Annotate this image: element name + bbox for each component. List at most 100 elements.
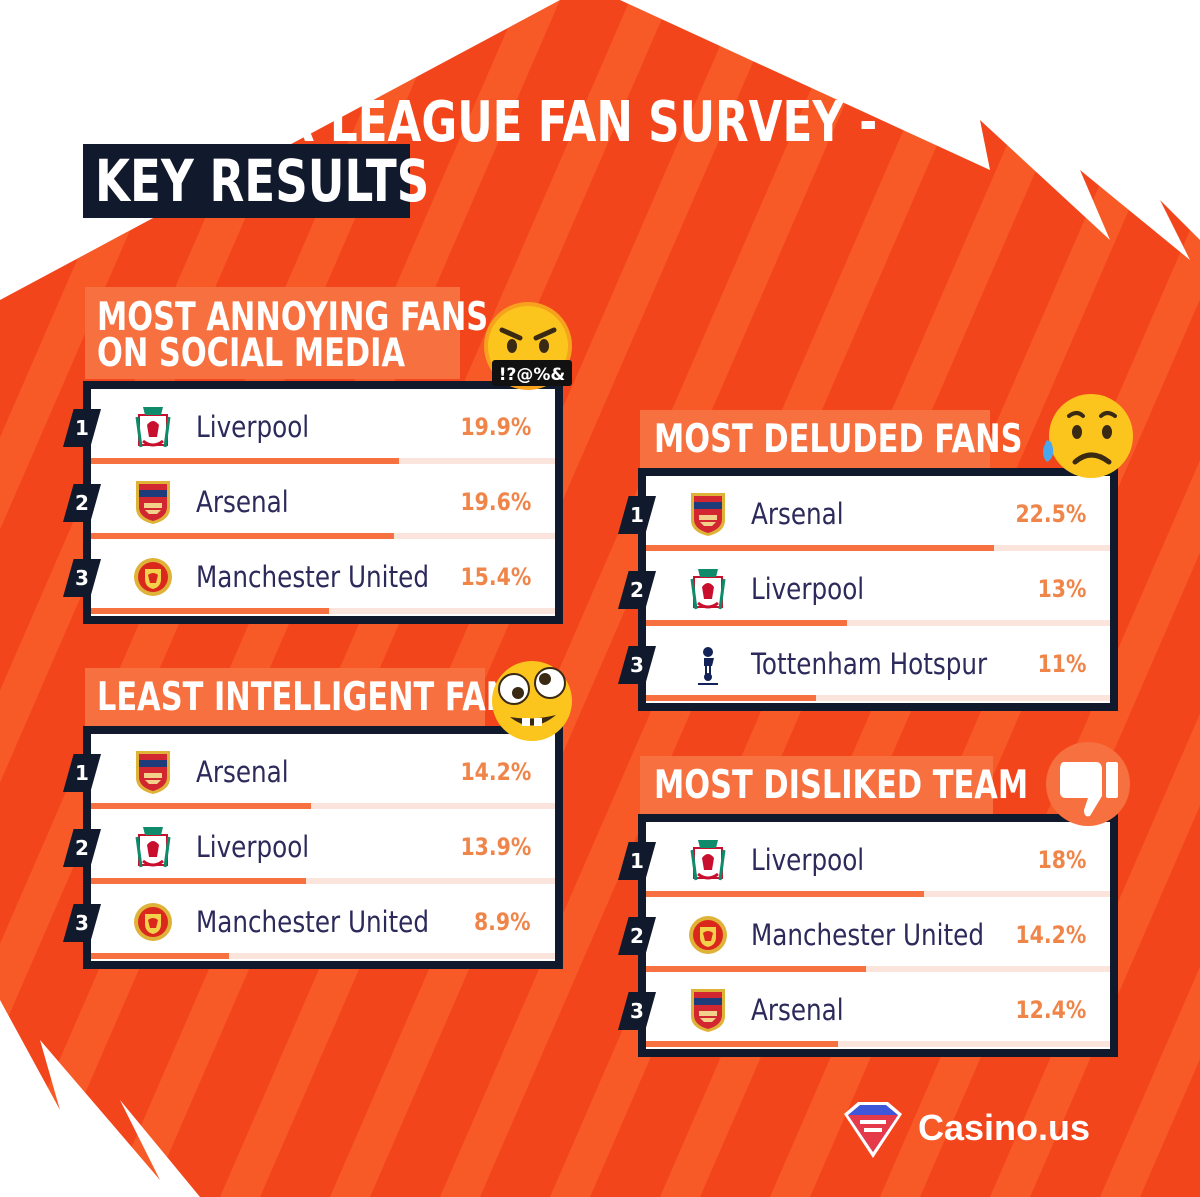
tottenham-crest-icon: [698, 647, 718, 685]
ranking-row: 2 Liverpool 13%: [618, 551, 1110, 626]
liverpool-crest-icon: [690, 569, 726, 610]
team-name: Manchester United: [751, 918, 984, 952]
intelligent-fans-list: 1 Arsenal 14.2% 2 Liverpool 13.9% 3 Manchester …: [63, 734, 555, 961]
ranking-row: 2 Liverpool 13.9%: [63, 809, 555, 884]
percent-bar: [646, 620, 847, 626]
percent-bar: [91, 953, 229, 959]
annoying-fans-header: MOST ANNOYING FANS ON SOCIAL MEDIA: [85, 287, 488, 379]
thumbs-down-icon: [1046, 742, 1130, 826]
percent-bar: [91, 533, 394, 539]
ranking-row: 3 Manchester United 8.9%: [63, 884, 555, 959]
rank-badge: 3: [618, 992, 656, 1030]
manchester-united-crest-icon: [134, 903, 172, 941]
percent-bar: [91, 608, 329, 614]
disliked-team-title: MOST DISLIKED TEAM: [654, 763, 1029, 808]
deluded-fans-panel: 1 Arsenal 22.5% 2 Liverpool 13% 3 Tottenham Hot…: [618, 468, 1118, 711]
brand-logo: Casino.us: [838, 1098, 1138, 1160]
row-track: [91, 878, 555, 884]
casino-diamond-logo-icon: [844, 1102, 902, 1158]
ranking-row: 2 Arsenal 19.6%: [63, 464, 555, 539]
percent-value: 18%: [1037, 846, 1086, 874]
row-track: [646, 966, 1110, 972]
brand-name: Casino.us: [918, 1107, 1091, 1148]
percent-value: 13.9%: [460, 833, 531, 861]
white-corner-top-right: [620, 0, 1200, 260]
team-name: Liverpool: [196, 830, 310, 864]
intelligent-fans-header: LEAST INTELLIGENT FANS: [85, 668, 533, 726]
disliked-team-header: MOST DISLIKED TEAM: [640, 756, 1028, 814]
percent-value: 13%: [1037, 575, 1086, 603]
arsenal-crest-icon: [136, 481, 170, 524]
team-name: Liverpool: [196, 410, 310, 444]
team-name: Arsenal: [196, 485, 289, 519]
ranking-row: 1 Arsenal 22.5%: [618, 476, 1110, 551]
disliked-team-panel: 1 Liverpool 18% 2 Manchester United 14.2% 3 Ars…: [618, 814, 1118, 1057]
team-name: Arsenal: [196, 755, 289, 789]
page-title-line-1: PREMIER LEAGUE FAN SURVEY -: [96, 90, 878, 155]
percent-value: 19.6%: [460, 488, 531, 516]
row-track: [646, 1041, 1110, 1047]
percent-value: 22.5%: [1015, 500, 1086, 528]
background-stripe: [1100, 966, 1200, 1197]
percent-bar: [646, 966, 866, 972]
rank-badge: 2: [63, 484, 101, 522]
sad-sweat-face-icon: [1043, 394, 1133, 478]
team-name: Tottenham Hotspur: [751, 647, 988, 681]
swearing-face-icon: !?@%&: [484, 302, 572, 390]
percent-value: 8.9%: [474, 908, 531, 936]
ranking-row: 1 Liverpool 18%: [618, 822, 1110, 897]
deluded-fans-list: 1 Arsenal 22.5% 2 Liverpool 13% 3 Tottenham Hot…: [618, 476, 1110, 703]
percent-value: 15.4%: [460, 563, 531, 591]
annoying-fans-list: 1 Liverpool 19.9% 2 Arsenal 19.6% 3 Manchester …: [63, 389, 555, 616]
percent-bar: [646, 1041, 838, 1047]
liverpool-crest-icon: [135, 827, 171, 868]
row-track: [646, 620, 1110, 626]
percent-value: 11%: [1037, 650, 1086, 678]
percent-bar: [646, 891, 924, 897]
ranking-row: 3 Manchester United 15.4%: [63, 539, 555, 614]
percent-value: 14.2%: [460, 758, 531, 786]
team-name: Arsenal: [751, 993, 844, 1027]
ranking-row: 1 Liverpool 19.9%: [63, 389, 555, 464]
percent-bar: [91, 458, 399, 464]
row-track: [91, 803, 555, 809]
ranking-row: 3 Tottenham Hotspur 11%: [618, 626, 1110, 701]
manchester-united-crest-icon: [689, 916, 727, 954]
percent-bar: [91, 878, 306, 884]
row-track: [646, 695, 1110, 701]
disliked-team-list: 1 Liverpool 18% 2 Manchester United 14.2% 3 Ars…: [618, 822, 1110, 1049]
intelligent-fans-title: LEAST INTELLIGENT FANS: [97, 675, 534, 720]
team-name: Liverpool: [751, 572, 865, 606]
annoying-fans-title-line-1: MOST ANNOYING FANS: [97, 295, 489, 340]
page-title-highlight: [83, 144, 410, 218]
liverpool-crest-icon: [690, 840, 726, 881]
percent-value: 14.2%: [1015, 921, 1086, 949]
ranking-row: 1 Arsenal 14.2%: [63, 734, 555, 809]
arsenal-crest-icon: [691, 989, 725, 1032]
deluded-fans-title: MOST DELUDED FANS: [654, 417, 1023, 462]
team-name: Manchester United: [196, 905, 429, 939]
ranking-row: 2 Manchester United 14.2%: [618, 897, 1110, 972]
row-track: [91, 953, 555, 959]
percent-value: 19.9%: [460, 413, 531, 441]
arsenal-crest-icon: [136, 751, 170, 794]
white-corner-bottom-left: [0, 1000, 200, 1197]
zany-face-icon: [492, 661, 572, 741]
annoying-fans-title-line-2: ON SOCIAL MEDIA: [97, 331, 406, 376]
rank-badge: 2: [618, 917, 656, 955]
arsenal-crest-icon: [691, 493, 725, 536]
ranking-row: 3 Arsenal 12.4%: [618, 972, 1110, 1047]
team-name: Liverpool: [751, 843, 865, 877]
manchester-united-crest-icon: [134, 558, 172, 596]
intelligent-fans-panel: 1 Arsenal 14.2% 2 Liverpool 13.9% 3 Manchester …: [63, 726, 563, 969]
deluded-fans-header: MOST DELUDED FANS: [640, 410, 1022, 468]
page-title-line-2: KEY RESULTS: [95, 147, 430, 215]
liverpool-crest-icon: [135, 407, 171, 448]
percent-bar: [646, 545, 994, 551]
percent-bar: [91, 803, 311, 809]
percent-value: 12.4%: [1015, 996, 1086, 1024]
team-name: Manchester United: [196, 560, 429, 594]
percent-bar: [646, 695, 816, 701]
team-name: Arsenal: [751, 497, 844, 531]
annoying-fans-panel: 1 Liverpool 19.9% 2 Arsenal 19.6% 3 Manchester …: [63, 381, 563, 624]
